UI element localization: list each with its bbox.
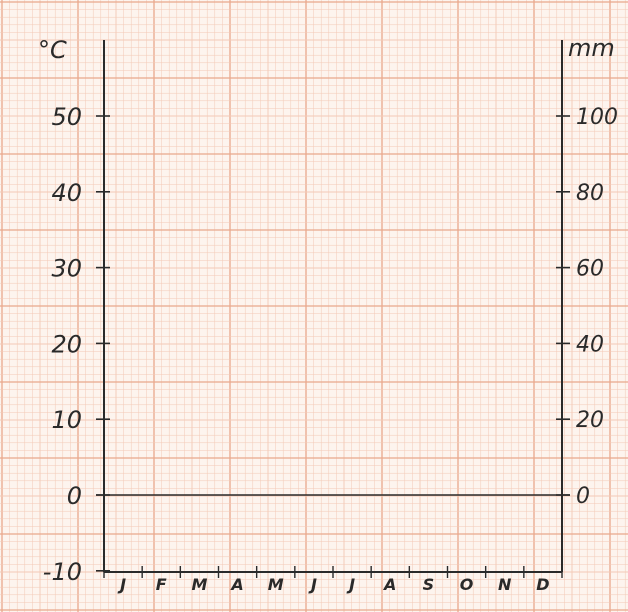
right-axis-tick-label: 40 (576, 332, 604, 357)
right-axis-ticks: 0 20 40 60 80 100 (556, 105, 618, 509)
right-axis-tick-label: 60 (576, 257, 604, 282)
left-axis-tick-label: 0 (67, 482, 82, 510)
right-axis-tick-label: 80 (576, 181, 604, 206)
month-label: N (498, 575, 512, 594)
month-label: M (191, 575, 207, 594)
month-label: O (460, 575, 474, 594)
left-axis-tick-label: 40 (51, 179, 82, 207)
left-axis-tick-label: 30 (51, 255, 82, 283)
month-label: J (346, 575, 355, 594)
month-label: D (536, 575, 549, 594)
left-axis-tick-label: -10 (43, 558, 82, 586)
month-label: F (156, 575, 167, 594)
month-label: J (308, 575, 317, 594)
month-label: A (229, 575, 243, 594)
left-axis-tick-label: 50 (51, 103, 82, 131)
left-axis-tick-label: 20 (51, 330, 82, 358)
right-axis-tick-label: 20 (576, 408, 604, 433)
month-label: M (268, 575, 284, 594)
right-axis-tick-label: 100 (576, 105, 618, 130)
right-axis-tick-label: 0 (576, 484, 590, 509)
left-axis-tick-label: 10 (51, 406, 82, 434)
month-label: J (117, 575, 126, 594)
left-axis-unit-label: °C (38, 36, 67, 64)
month-label: A (382, 575, 396, 594)
left-axis-ticks: -10 0 10 20 30 40 50 (43, 103, 110, 586)
month-label: S (423, 575, 435, 594)
right-axis-unit-label: mm (568, 34, 615, 62)
